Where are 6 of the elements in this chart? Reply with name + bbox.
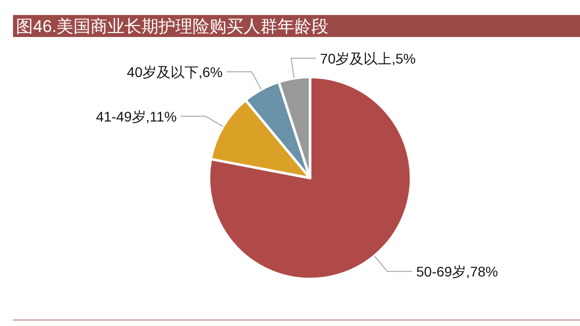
slice-label: 41-49岁,11% (96, 108, 177, 124)
title-bar: 图46.美国商业长期护理险购买人群年龄段 (13, 15, 580, 37)
slice-label: 50-69岁,78% (416, 263, 498, 280)
slice-label: 40岁及以下,6% (126, 64, 223, 80)
chart-title: 图46.美国商业长期护理险购买人群年龄段 (16, 17, 329, 36)
slice-label: 70岁及以上,5% (320, 50, 416, 66)
